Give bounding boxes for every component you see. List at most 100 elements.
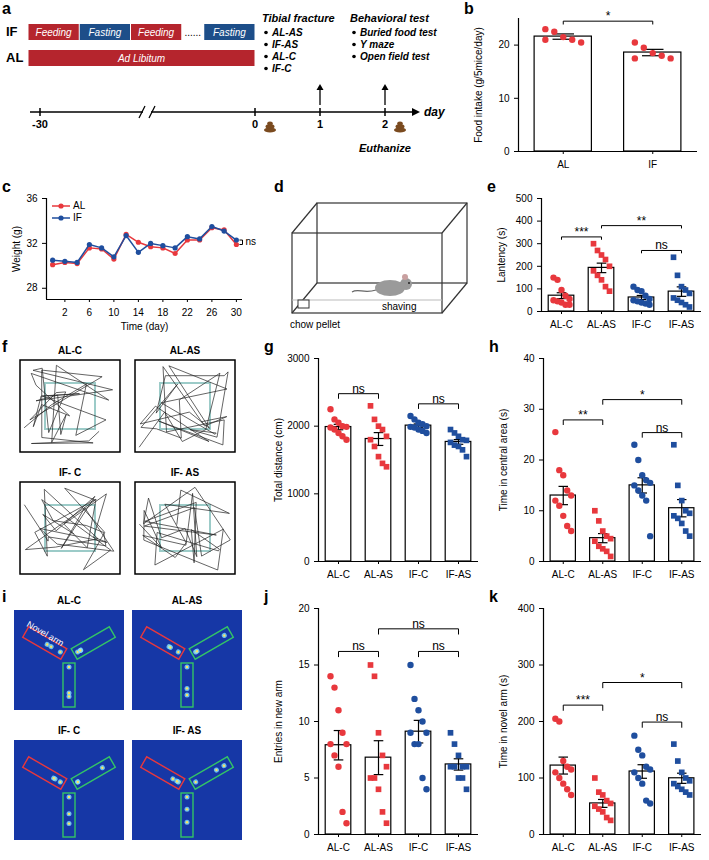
svg-text:10: 10 — [108, 307, 120, 318]
svg-text:AL-AS: AL-AS — [364, 842, 393, 853]
svg-text:Time in central area (s): Time in central area (s) — [498, 409, 509, 511]
svg-text:AL-C: AL-C — [271, 51, 297, 62]
svg-text:20: 20 — [523, 454, 535, 465]
svg-text:AL-C: AL-C — [327, 842, 350, 853]
svg-text:Tibial fracture: Tibial fracture — [262, 12, 335, 24]
svg-text:ns: ns — [352, 382, 365, 396]
svg-text:32: 32 — [26, 238, 38, 249]
svg-text:Time in novel arm (s): Time in novel arm (s) — [498, 675, 509, 769]
svg-text:IF-C: IF-C — [272, 63, 292, 74]
svg-text:IF-C: IF-C — [409, 569, 428, 580]
svg-text:IF-AS: IF-AS — [272, 39, 298, 50]
svg-text:Open field test: Open field test — [360, 51, 430, 62]
svg-text:Entries in new arm: Entries in new arm — [273, 680, 284, 763]
svg-text:200: 200 — [518, 716, 535, 727]
svg-text:2: 2 — [62, 307, 68, 318]
svg-text:ns: ns — [655, 238, 668, 252]
svg-text:Euthanize: Euthanize — [359, 142, 411, 154]
svg-text:3000: 3000 — [287, 353, 310, 364]
svg-text:Behavioral test: Behavioral test — [350, 12, 430, 24]
svg-text:6: 6 — [87, 307, 93, 318]
svg-text:ns: ns — [412, 617, 425, 631]
svg-text:0: 0 — [529, 829, 535, 840]
svg-text:30: 30 — [523, 403, 535, 414]
svg-text:2: 2 — [382, 118, 388, 130]
svg-text:*: * — [606, 9, 611, 23]
svg-text:***: *** — [576, 693, 590, 707]
svg-text:10: 10 — [298, 716, 310, 727]
svg-text:18: 18 — [157, 307, 169, 318]
svg-text:***: *** — [574, 225, 588, 239]
svg-text:0: 0 — [252, 118, 258, 130]
svg-text:AL-AS: AL-AS — [588, 569, 617, 580]
svg-text:ns: ns — [656, 421, 669, 435]
svg-text:shaving: shaving — [382, 301, 416, 312]
svg-text:chow pellet: chow pellet — [290, 319, 340, 330]
svg-text:AL-C: AL-C — [327, 569, 350, 580]
svg-text:400: 400 — [518, 603, 535, 614]
svg-text:Weight (g): Weight (g) — [11, 226, 22, 272]
svg-text:ns: ns — [432, 392, 445, 406]
svg-text:ns: ns — [352, 639, 365, 653]
svg-text:2000: 2000 — [287, 420, 310, 431]
svg-text:IF-AS: IF-AS — [669, 569, 695, 580]
svg-text:Ad Libitum: Ad Libitum — [117, 53, 165, 64]
svg-text:AL-C: AL-C — [552, 842, 575, 853]
svg-text:IF-AS: IF-AS — [669, 842, 695, 853]
svg-text:Fasting: Fasting — [88, 27, 121, 38]
svg-text:Buried food test: Buried food test — [360, 27, 437, 38]
svg-text:1: 1 — [317, 118, 323, 130]
svg-text:IF-C: IF-C — [409, 842, 428, 853]
svg-text:*: * — [640, 388, 645, 402]
svg-text:AL: AL — [6, 50, 23, 65]
svg-text:IF- AS: IF- AS — [171, 467, 200, 478]
svg-text:20: 20 — [498, 39, 510, 50]
svg-text:300: 300 — [518, 659, 535, 670]
svg-text:IF: IF — [6, 24, 18, 39]
svg-text:15: 15 — [298, 659, 310, 670]
svg-text:AL-C: AL-C — [550, 319, 573, 330]
svg-text:AL-AS: AL-AS — [364, 569, 393, 580]
svg-text:**: ** — [578, 408, 588, 422]
svg-text:20: 20 — [298, 603, 310, 614]
svg-text:IF-C: IF-C — [632, 319, 651, 330]
svg-text:300: 300 — [516, 238, 533, 249]
svg-text:5: 5 — [304, 772, 310, 783]
svg-text:Time (day): Time (day) — [121, 321, 168, 332]
svg-text:Lantency (s): Lantency (s) — [496, 227, 507, 282]
svg-text:IF-AS: IF-AS — [669, 319, 695, 330]
svg-text:AL-AS: AL-AS — [271, 27, 303, 38]
svg-text:Food intake (g/5mice/day): Food intake (g/5mice/day) — [473, 27, 484, 143]
svg-text:14: 14 — [133, 307, 145, 318]
svg-text:400: 400 — [516, 215, 533, 226]
svg-text:10: 10 — [498, 93, 510, 104]
svg-text:22: 22 — [182, 307, 194, 318]
svg-text:0: 0 — [504, 146, 510, 157]
svg-text:100: 100 — [516, 283, 533, 294]
svg-text:AL-AS: AL-AS — [587, 319, 616, 330]
svg-text:AL-C: AL-C — [57, 595, 81, 606]
svg-text:*: * — [640, 671, 645, 685]
svg-text:30: 30 — [231, 307, 243, 318]
svg-text:Y maze: Y maze — [360, 39, 395, 50]
svg-text:28: 28 — [26, 282, 38, 293]
svg-text:Feeding: Feeding — [36, 27, 73, 38]
svg-text:200: 200 — [516, 261, 533, 272]
svg-text:Novel arm: Novel arm — [25, 619, 66, 648]
svg-text:ns: ns — [246, 236, 257, 247]
svg-text:IF-C: IF-C — [633, 569, 652, 580]
svg-text:Feeding: Feeding — [138, 27, 175, 38]
svg-text:0: 0 — [304, 556, 310, 567]
svg-text:Fasting: Fasting — [213, 27, 246, 38]
svg-text:AL-C: AL-C — [552, 569, 575, 580]
svg-text:IF- C: IF- C — [58, 725, 80, 736]
svg-text:AL-AS: AL-AS — [588, 842, 617, 853]
svg-text:IF-C: IF-C — [633, 842, 652, 853]
svg-text:IF- AS: IF- AS — [173, 725, 202, 736]
svg-text:......: ...... — [184, 27, 201, 38]
svg-text:0: 0 — [527, 306, 533, 317]
svg-text:AL-AS: AL-AS — [170, 345, 201, 356]
svg-text:-30: -30 — [32, 118, 48, 130]
svg-text:day: day — [424, 105, 446, 119]
svg-text:AL-AS: AL-AS — [172, 595, 203, 606]
